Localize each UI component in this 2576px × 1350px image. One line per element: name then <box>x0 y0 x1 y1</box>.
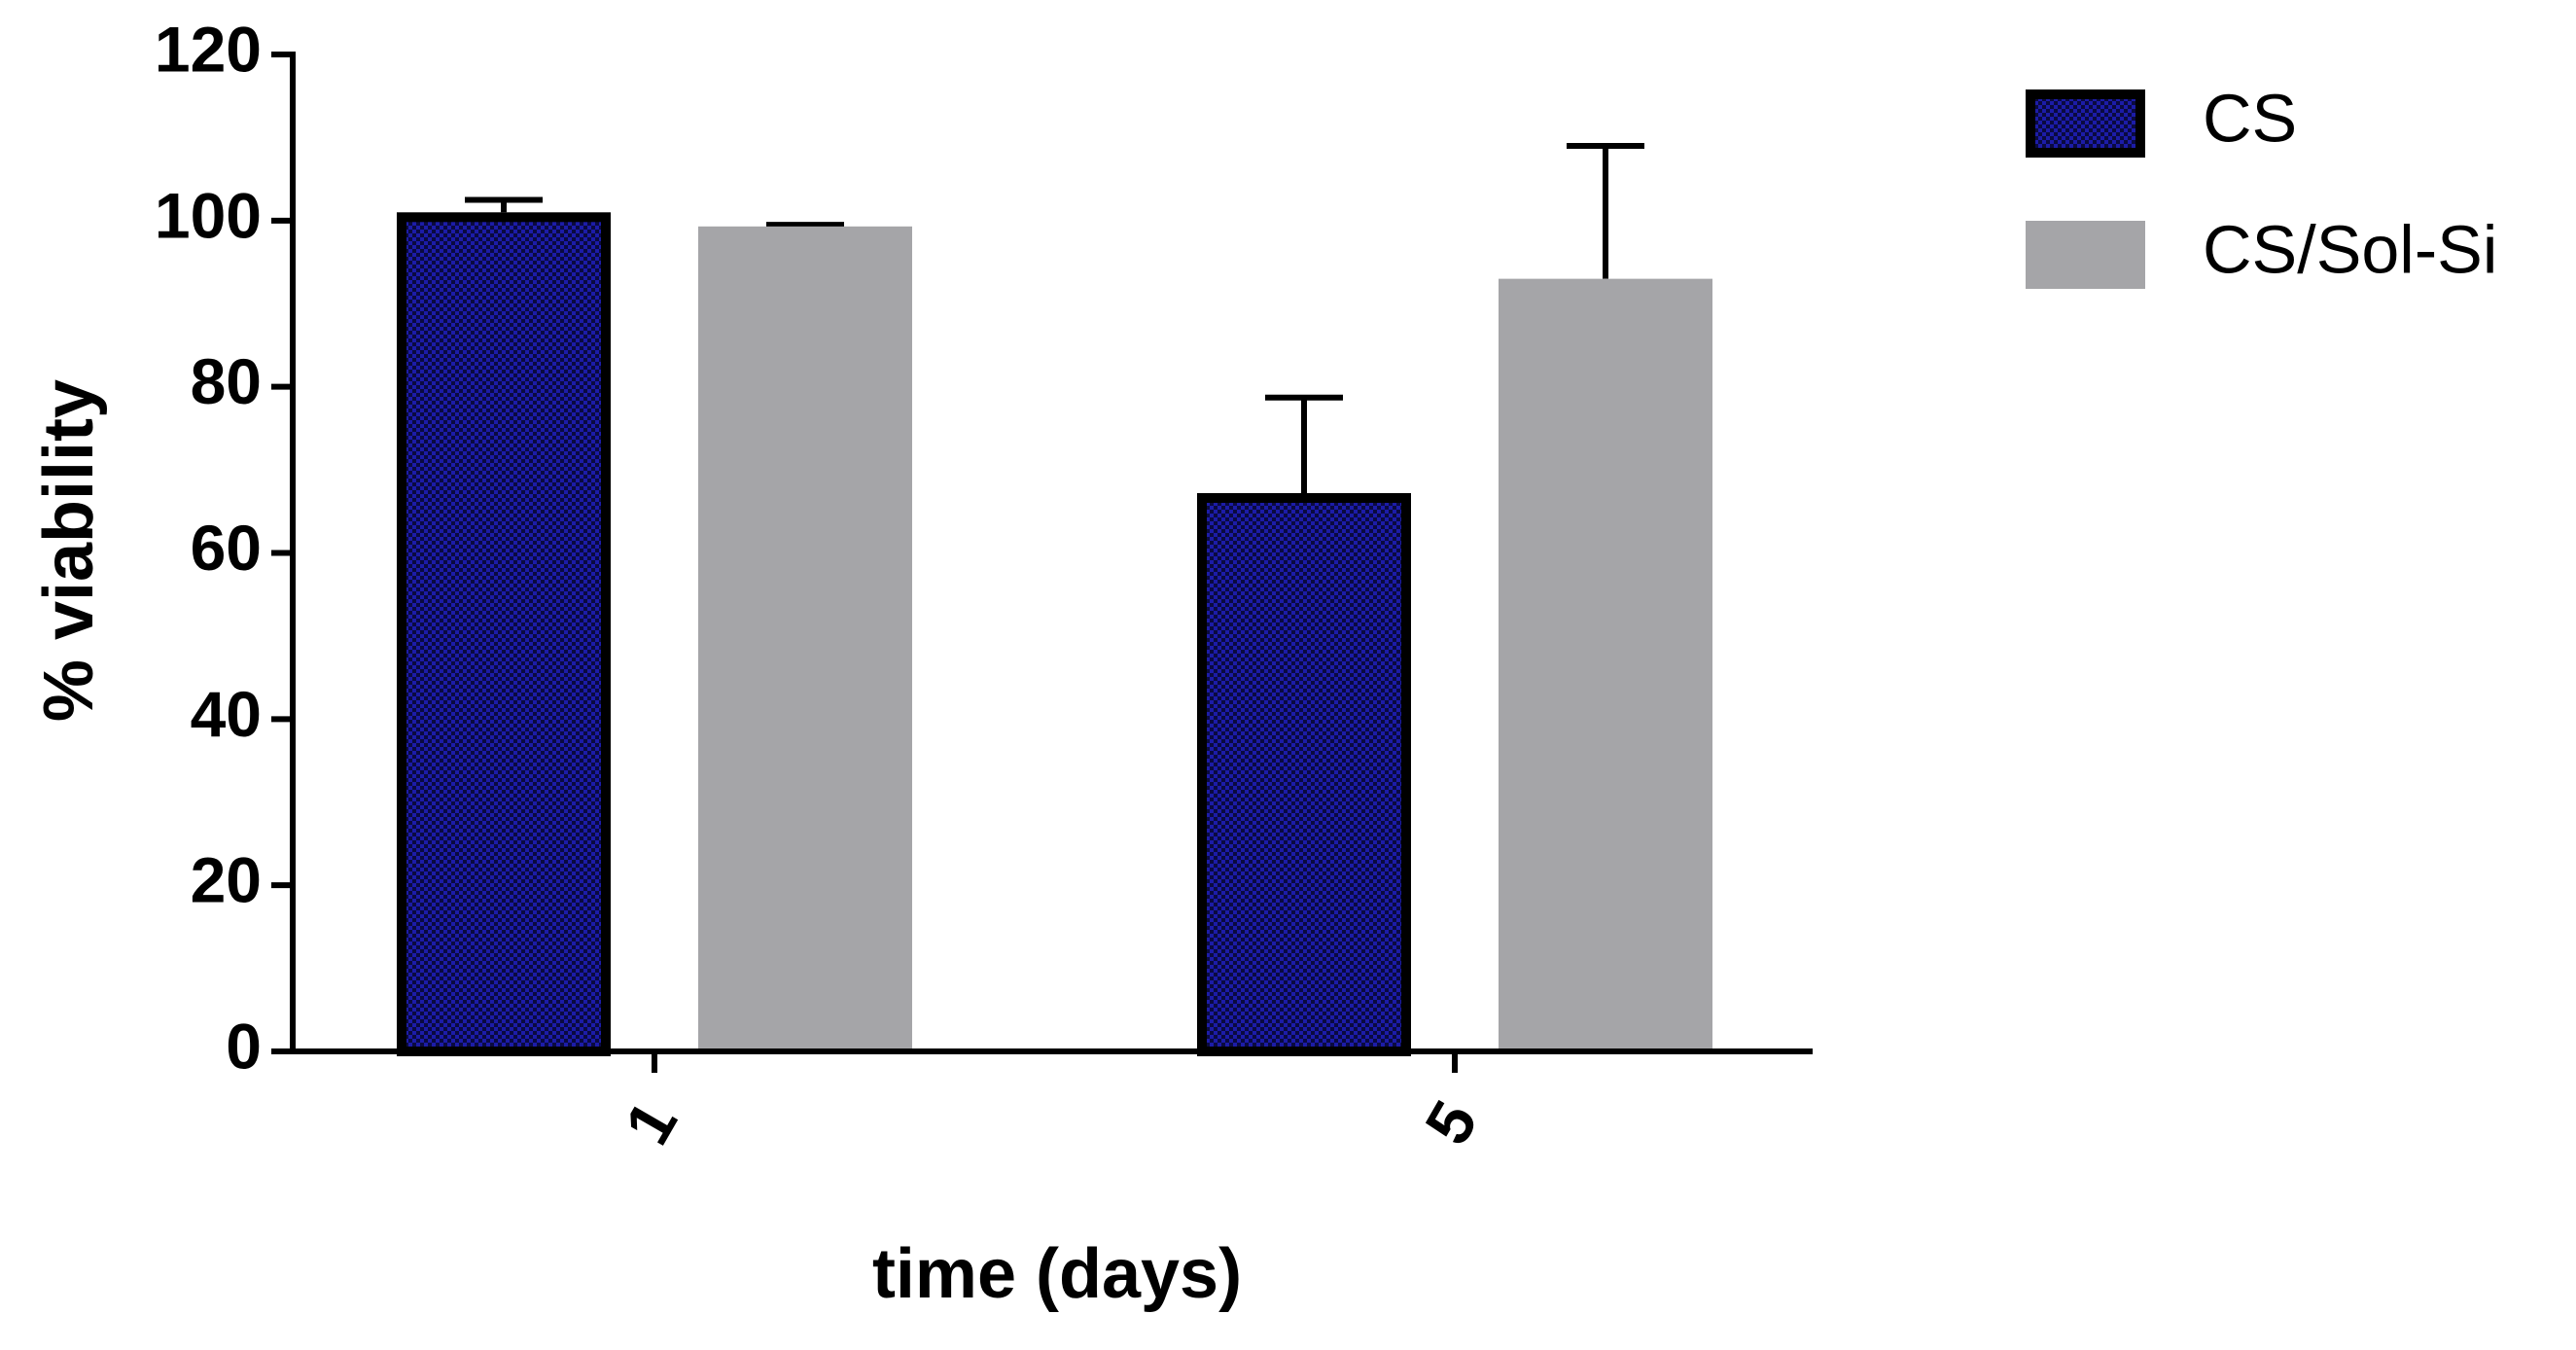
legend-label: CS/Sol-Si <box>2203 211 2497 287</box>
legend-swatch <box>2026 221 2145 289</box>
y-tick-label: 40 <box>191 678 262 750</box>
bar <box>1197 493 1411 1056</box>
x-axis-label: time (days) <box>872 1235 1242 1313</box>
x-tick-label: 1 <box>611 1089 690 1156</box>
bar <box>1499 278 1712 1051</box>
y-tick-label: 60 <box>191 512 262 584</box>
y-tick-label: 20 <box>191 844 262 916</box>
legend-label: CS <box>2203 80 2297 156</box>
y-tick-label: 0 <box>226 1010 262 1082</box>
x-tick-label: 5 <box>1411 1089 1491 1156</box>
y-tick-label: 100 <box>155 179 262 251</box>
y-tick-label: 80 <box>191 345 262 417</box>
bar <box>698 226 912 1051</box>
y-tick-label: 120 <box>155 13 262 85</box>
legend-swatch <box>2026 89 2145 158</box>
y-axis-label: % viability <box>30 379 108 722</box>
bar <box>397 212 611 1056</box>
